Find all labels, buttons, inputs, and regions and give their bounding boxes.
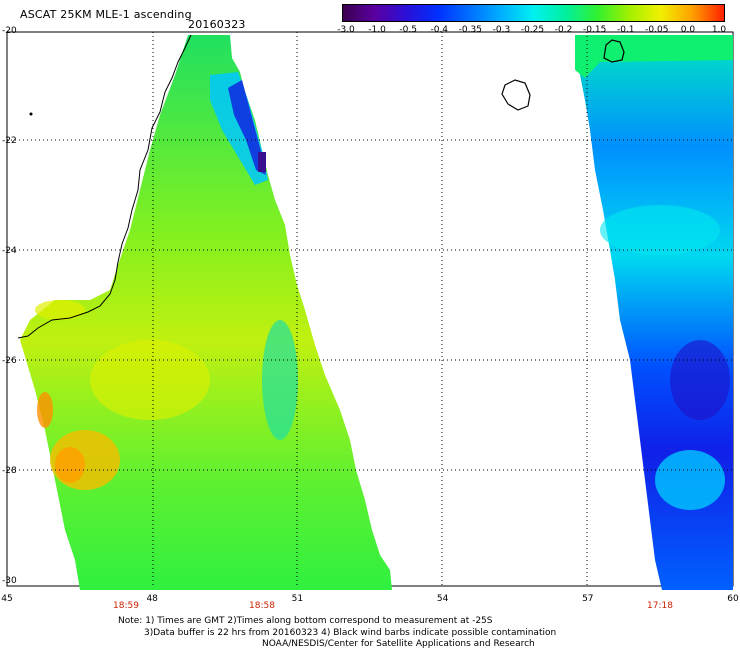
pass-time-label: 18:58 bbox=[249, 601, 275, 611]
pass-time-label: 17:18 bbox=[647, 601, 673, 611]
colorbar-tick-label: -0.4 bbox=[430, 25, 449, 35]
grid bbox=[7, 32, 733, 586]
colorbar-tick-label: -0.25 bbox=[520, 25, 545, 35]
lon-label: 57 bbox=[582, 594, 594, 604]
coastline-madagascar bbox=[17, 34, 192, 339]
lon-label: 60 bbox=[727, 594, 739, 604]
left-swath bbox=[20, 35, 392, 590]
chart-title: ASCAT 25KM MLE-1 ascending bbox=[20, 8, 192, 21]
lat-label: -22 bbox=[2, 136, 17, 146]
chart-date: 20160323 bbox=[188, 18, 246, 31]
lon-label: 45 bbox=[1, 594, 13, 604]
coastline-mauritius bbox=[603, 39, 625, 63]
lat-label: -24 bbox=[2, 246, 17, 256]
lon-label: 54 bbox=[436, 594, 449, 604]
note-line-3: NOAA/NESDIS/Center for Satellite Applica… bbox=[262, 639, 535, 649]
colorbar-tick-label: -0.1 bbox=[616, 25, 635, 35]
right-swath bbox=[575, 35, 733, 590]
colorbar-tick-label: -0.35 bbox=[458, 25, 482, 35]
colorbar-tick-label: -0.3 bbox=[492, 25, 511, 35]
lat-label: -28 bbox=[2, 466, 17, 476]
colorbar-tick-label: 1.0 bbox=[711, 25, 727, 35]
pass-time-label: 18:59 bbox=[113, 601, 139, 611]
lat-label: -30 bbox=[2, 576, 17, 586]
lat-label: -20 bbox=[2, 26, 17, 36]
note-line-1: Note: 1) Times are GMT 2)Times along bot… bbox=[118, 616, 493, 626]
colorbar-tick-label: -0.15 bbox=[583, 25, 607, 35]
coastline-reunion bbox=[501, 79, 531, 111]
lon-label: 51 bbox=[291, 594, 304, 604]
lat-label: -26 bbox=[2, 356, 17, 366]
colorbar-tick-label: 0.0 bbox=[680, 25, 696, 35]
colorbar-tick-label: -0.05 bbox=[645, 25, 669, 35]
colorbar-tick-label: -0.5 bbox=[399, 25, 417, 35]
colorbar bbox=[342, 4, 725, 22]
colorbar-tick-label: -0.2 bbox=[554, 25, 573, 35]
note-line-2: 3)Data buffer is 22 hrs from 20160323 4)… bbox=[144, 628, 557, 638]
colorbar-tick-label: -1.0 bbox=[368, 25, 386, 35]
lon-label: 48 bbox=[146, 594, 158, 604]
colorbar-tick-label: -3.0 bbox=[337, 25, 355, 35]
